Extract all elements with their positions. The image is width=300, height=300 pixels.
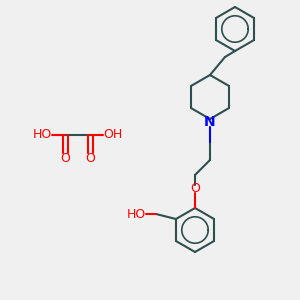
Text: O: O (85, 152, 95, 164)
Text: O: O (190, 182, 200, 194)
Text: OH: OH (103, 128, 123, 142)
Text: O: O (60, 152, 70, 164)
Text: HO: HO (32, 128, 52, 142)
Text: HO: HO (126, 208, 146, 220)
Text: N: N (204, 115, 216, 129)
